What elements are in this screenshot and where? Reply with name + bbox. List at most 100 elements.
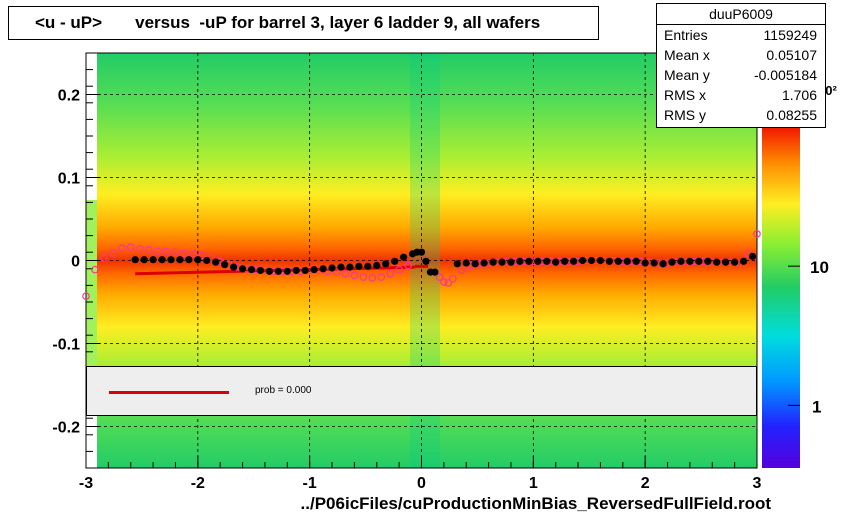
chart-title: <u - uP> versus -uP for barrel 3, layer … [8, 6, 599, 40]
open-marker [377, 273, 386, 281]
profile-marker [382, 260, 390, 268]
profile-marker [480, 259, 488, 267]
open-marker [457, 266, 466, 275]
profile-marker [659, 260, 667, 268]
stats-value: 1.706 [781, 87, 817, 103]
open-marker [126, 243, 135, 252]
profile-marker [310, 266, 318, 274]
x-tick-label: -2 [191, 475, 205, 492]
profile-marker [417, 248, 426, 256]
profile-marker [498, 258, 506, 266]
stats-row-entries: Entries 1159249 [657, 25, 825, 45]
open-marker [359, 273, 368, 281]
legend-text: prob = 0.000 [255, 385, 312, 396]
x-tick-label: 2 [641, 475, 650, 492]
open-marker [753, 230, 761, 238]
stats-label: RMS x [664, 87, 706, 103]
profile-marker [650, 259, 658, 267]
profile-marker [230, 263, 238, 271]
profile-marker [140, 256, 148, 264]
profile-marker [337, 263, 345, 271]
color-scale-label: 10 [810, 258, 829, 277]
stats-value: 0.05107 [766, 47, 817, 63]
profile-marker [131, 256, 139, 264]
open-marker [435, 273, 444, 281]
profile-marker [400, 253, 408, 261]
profile-marker [677, 257, 685, 265]
open-marker [449, 274, 457, 283]
profile-marker [596, 256, 605, 265]
profile-marker [543, 257, 551, 265]
stats-label: Entries [664, 27, 708, 43]
open-marker [91, 265, 99, 274]
legend-box: prob = 0.000 [86, 366, 757, 416]
profile-marker [516, 257, 524, 265]
profile-marker [212, 258, 220, 266]
profile-marker [739, 257, 748, 265]
y-tick-label: 0 [71, 254, 80, 271]
open-marker [198, 251, 207, 260]
stats-box: duuP6009 Entries 1159249 Mean x 0.05107 Me… [656, 3, 826, 128]
x-tick-label: 3 [753, 475, 762, 492]
y-tick-label: 0.2 [58, 88, 80, 105]
profile-marker [695, 257, 703, 265]
profile-marker [328, 264, 336, 272]
open-marker [82, 292, 90, 300]
open-marker [395, 265, 403, 274]
open-marker [189, 250, 198, 258]
open-marker [180, 249, 189, 257]
profile-marker [632, 257, 640, 265]
x-tick-label: -1 [303, 475, 317, 492]
color-scale-label: 1 [812, 397, 821, 416]
open-marker [332, 268, 341, 276]
stats-value: 1159249 [763, 27, 817, 43]
profile-marker [194, 256, 202, 264]
profile-marker [731, 258, 739, 266]
profile-marker [185, 256, 193, 264]
stats-row-rms-x: RMS x 1.706 [657, 85, 825, 105]
heatmap-edge [86, 200, 97, 380]
profile-marker [489, 258, 497, 266]
y-tick-label: 0.1 [58, 171, 80, 188]
profile-marker [552, 258, 560, 266]
x-axis: -3 -2 -1 0 1 2 3 [79, 456, 762, 492]
profile-marker [462, 259, 470, 267]
profile-marker [355, 262, 363, 270]
profile-marker [149, 256, 157, 264]
profile-marker [525, 257, 533, 265]
profile-marker [686, 257, 694, 265]
profile-marker [238, 265, 247, 273]
x-axis-title: ../P06icFiles/cuProductionMinBias_Revers… [300, 494, 771, 513]
stats-value: -0.005184 [753, 67, 817, 83]
profile-marker [587, 256, 596, 265]
profile-marker [578, 256, 587, 265]
profile-marker [247, 266, 256, 274]
open-marker [171, 248, 180, 257]
open-marker [368, 274, 377, 282]
stats-label: Mean x [664, 47, 710, 63]
profile-marker [292, 266, 300, 275]
stats-label: Mean y [664, 67, 710, 83]
profile-marker [722, 258, 730, 266]
open-marker [386, 269, 394, 278]
x-tick-label: 0 [417, 475, 426, 492]
open-marker [440, 278, 448, 286]
profile-marker [507, 258, 515, 266]
stats-row-mean-x: Mean x 0.05107 [657, 45, 825, 65]
profile-marker [713, 258, 721, 266]
stats-name: duuP6009 [657, 4, 825, 25]
stats-label: RMS y [664, 107, 706, 123]
profile-marker [623, 257, 631, 265]
profile-marker [641, 259, 649, 267]
open-marker [153, 247, 162, 256]
profile-series [131, 248, 757, 276]
profile-marker [534, 257, 542, 265]
profile-marker [221, 261, 229, 269]
y-tick-label: -0.1 [52, 337, 80, 354]
profile-marker [422, 257, 430, 265]
profile-marker [668, 258, 676, 266]
profile-marker [319, 265, 327, 273]
profile-marker [274, 267, 282, 275]
color-scale-bar [762, 120, 800, 468]
